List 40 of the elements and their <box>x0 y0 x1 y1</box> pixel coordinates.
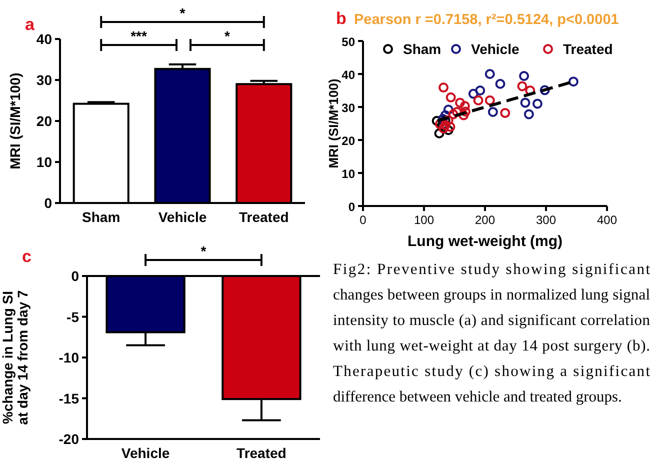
annotation: *** <box>130 28 148 44</box>
y-tick-label: 0 <box>348 200 356 214</box>
y-tick-label: 0 <box>44 195 52 211</box>
x-tick-label: Treated <box>238 209 289 225</box>
x-tick-label: Vehicle <box>158 209 207 225</box>
x-tick-label: 300 <box>536 213 556 227</box>
y-tick-label: 30 <box>342 101 356 115</box>
text: * <box>200 243 207 259</box>
legend-label: Treated <box>563 41 613 57</box>
x-tick-label: Sham <box>82 209 120 225</box>
y-tick-label: -5 <box>66 308 80 325</box>
y-tick-label: -15 <box>58 390 80 406</box>
chart-title: b <box>336 9 346 28</box>
y-tick-label: 10 <box>342 167 356 181</box>
y-tick-label: -10 <box>58 350 80 366</box>
y-tick-label: 30 <box>36 72 52 88</box>
y-tick-label: 10 <box>36 154 52 170</box>
legend-label: Sham <box>403 41 442 57</box>
x-tick-label: 200 <box>474 213 496 227</box>
x-axis-title: Lung wet-weight (mg) <box>408 233 562 250</box>
annotation: * <box>224 28 230 44</box>
chart-title: c <box>22 247 32 266</box>
y-tick-label: 20 <box>36 113 52 129</box>
y-axis-title: MRI (SI/M*100) <box>326 78 341 168</box>
y-tick-label: 0 <box>71 268 80 284</box>
y-tick-label: 40 <box>342 68 356 82</box>
chart-subtitle: Pearson r =0.7158, r²=0.5124, p<0.0001 <box>354 12 619 28</box>
y-tick-label: 50 <box>342 35 356 49</box>
y-axis-title: MRI (SI/M*100) <box>7 72 23 170</box>
text: * <box>180 5 186 21</box>
x-tick-label: 400 <box>596 213 618 227</box>
y-tick-label: 40 <box>36 31 52 47</box>
y-axis-title: %change in Lung SI at day 14 from day 7 <box>0 290 31 425</box>
y-tick-label: 20 <box>342 134 356 148</box>
x-tick-label: 0 <box>360 213 367 227</box>
legend-label: Vehicle <box>471 41 520 57</box>
caption: Fig2: Preventive study showing significant changes between groups in normalized lung signal intensity to muscle (a) and significant correlation with lung wet-weight at day 14 post surgery (b). Therapeutic study (c) showing a significant difference between vehicle and treated groups. <box>333 261 651 406</box>
x-tick-label: 100 <box>414 213 434 227</box>
y-tick-label: -20 <box>58 431 80 447</box>
chart-title: a <box>25 15 35 34</box>
